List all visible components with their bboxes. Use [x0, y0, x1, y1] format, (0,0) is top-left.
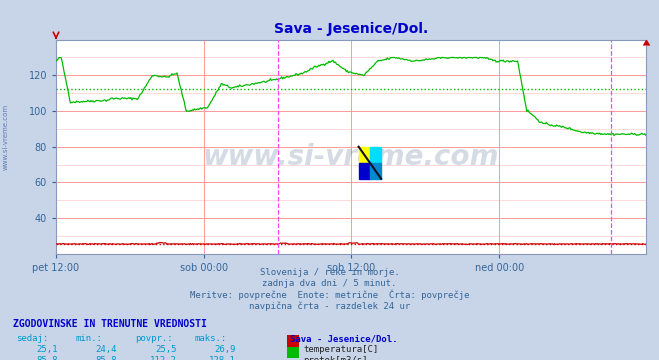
- Bar: [358, 163, 370, 179]
- Text: maks.:: maks.:: [194, 334, 227, 343]
- Text: Sava - Jesenice/Dol.: Sava - Jesenice/Dol.: [290, 334, 397, 343]
- Text: temperatura[C]: temperatura[C]: [303, 345, 378, 354]
- Text: 25,1: 25,1: [36, 345, 58, 354]
- Text: 128,1: 128,1: [209, 356, 236, 360]
- Text: www.si-vreme.com: www.si-vreme.com: [203, 143, 499, 171]
- Text: 26,9: 26,9: [214, 345, 236, 354]
- Text: povpr.:: povpr.:: [135, 334, 173, 343]
- Text: 112,2: 112,2: [150, 356, 177, 360]
- Text: min.:: min.:: [76, 334, 103, 343]
- Text: Slovenija / reke in morje.
zadnja dva dni / 5 minut.
Meritve: povprečne  Enote: : Slovenija / reke in morje. zadnja dva dn…: [190, 268, 469, 311]
- Bar: [358, 147, 370, 163]
- Text: 25,5: 25,5: [155, 345, 177, 354]
- Text: 85,8: 85,8: [36, 356, 58, 360]
- Bar: [370, 147, 381, 163]
- Text: sedaj:: sedaj:: [16, 334, 49, 343]
- Text: pretok[m3/s]: pretok[m3/s]: [303, 356, 368, 360]
- Text: 24,4: 24,4: [96, 345, 117, 354]
- Text: 85,8: 85,8: [96, 356, 117, 360]
- Bar: [370, 163, 381, 179]
- Title: Sava - Jesenice/Dol.: Sava - Jesenice/Dol.: [273, 22, 428, 36]
- Text: ZGODOVINSKE IN TRENUTNE VREDNOSTI: ZGODOVINSKE IN TRENUTNE VREDNOSTI: [13, 319, 207, 329]
- Text: www.si-vreme.com: www.si-vreme.com: [2, 104, 9, 170]
